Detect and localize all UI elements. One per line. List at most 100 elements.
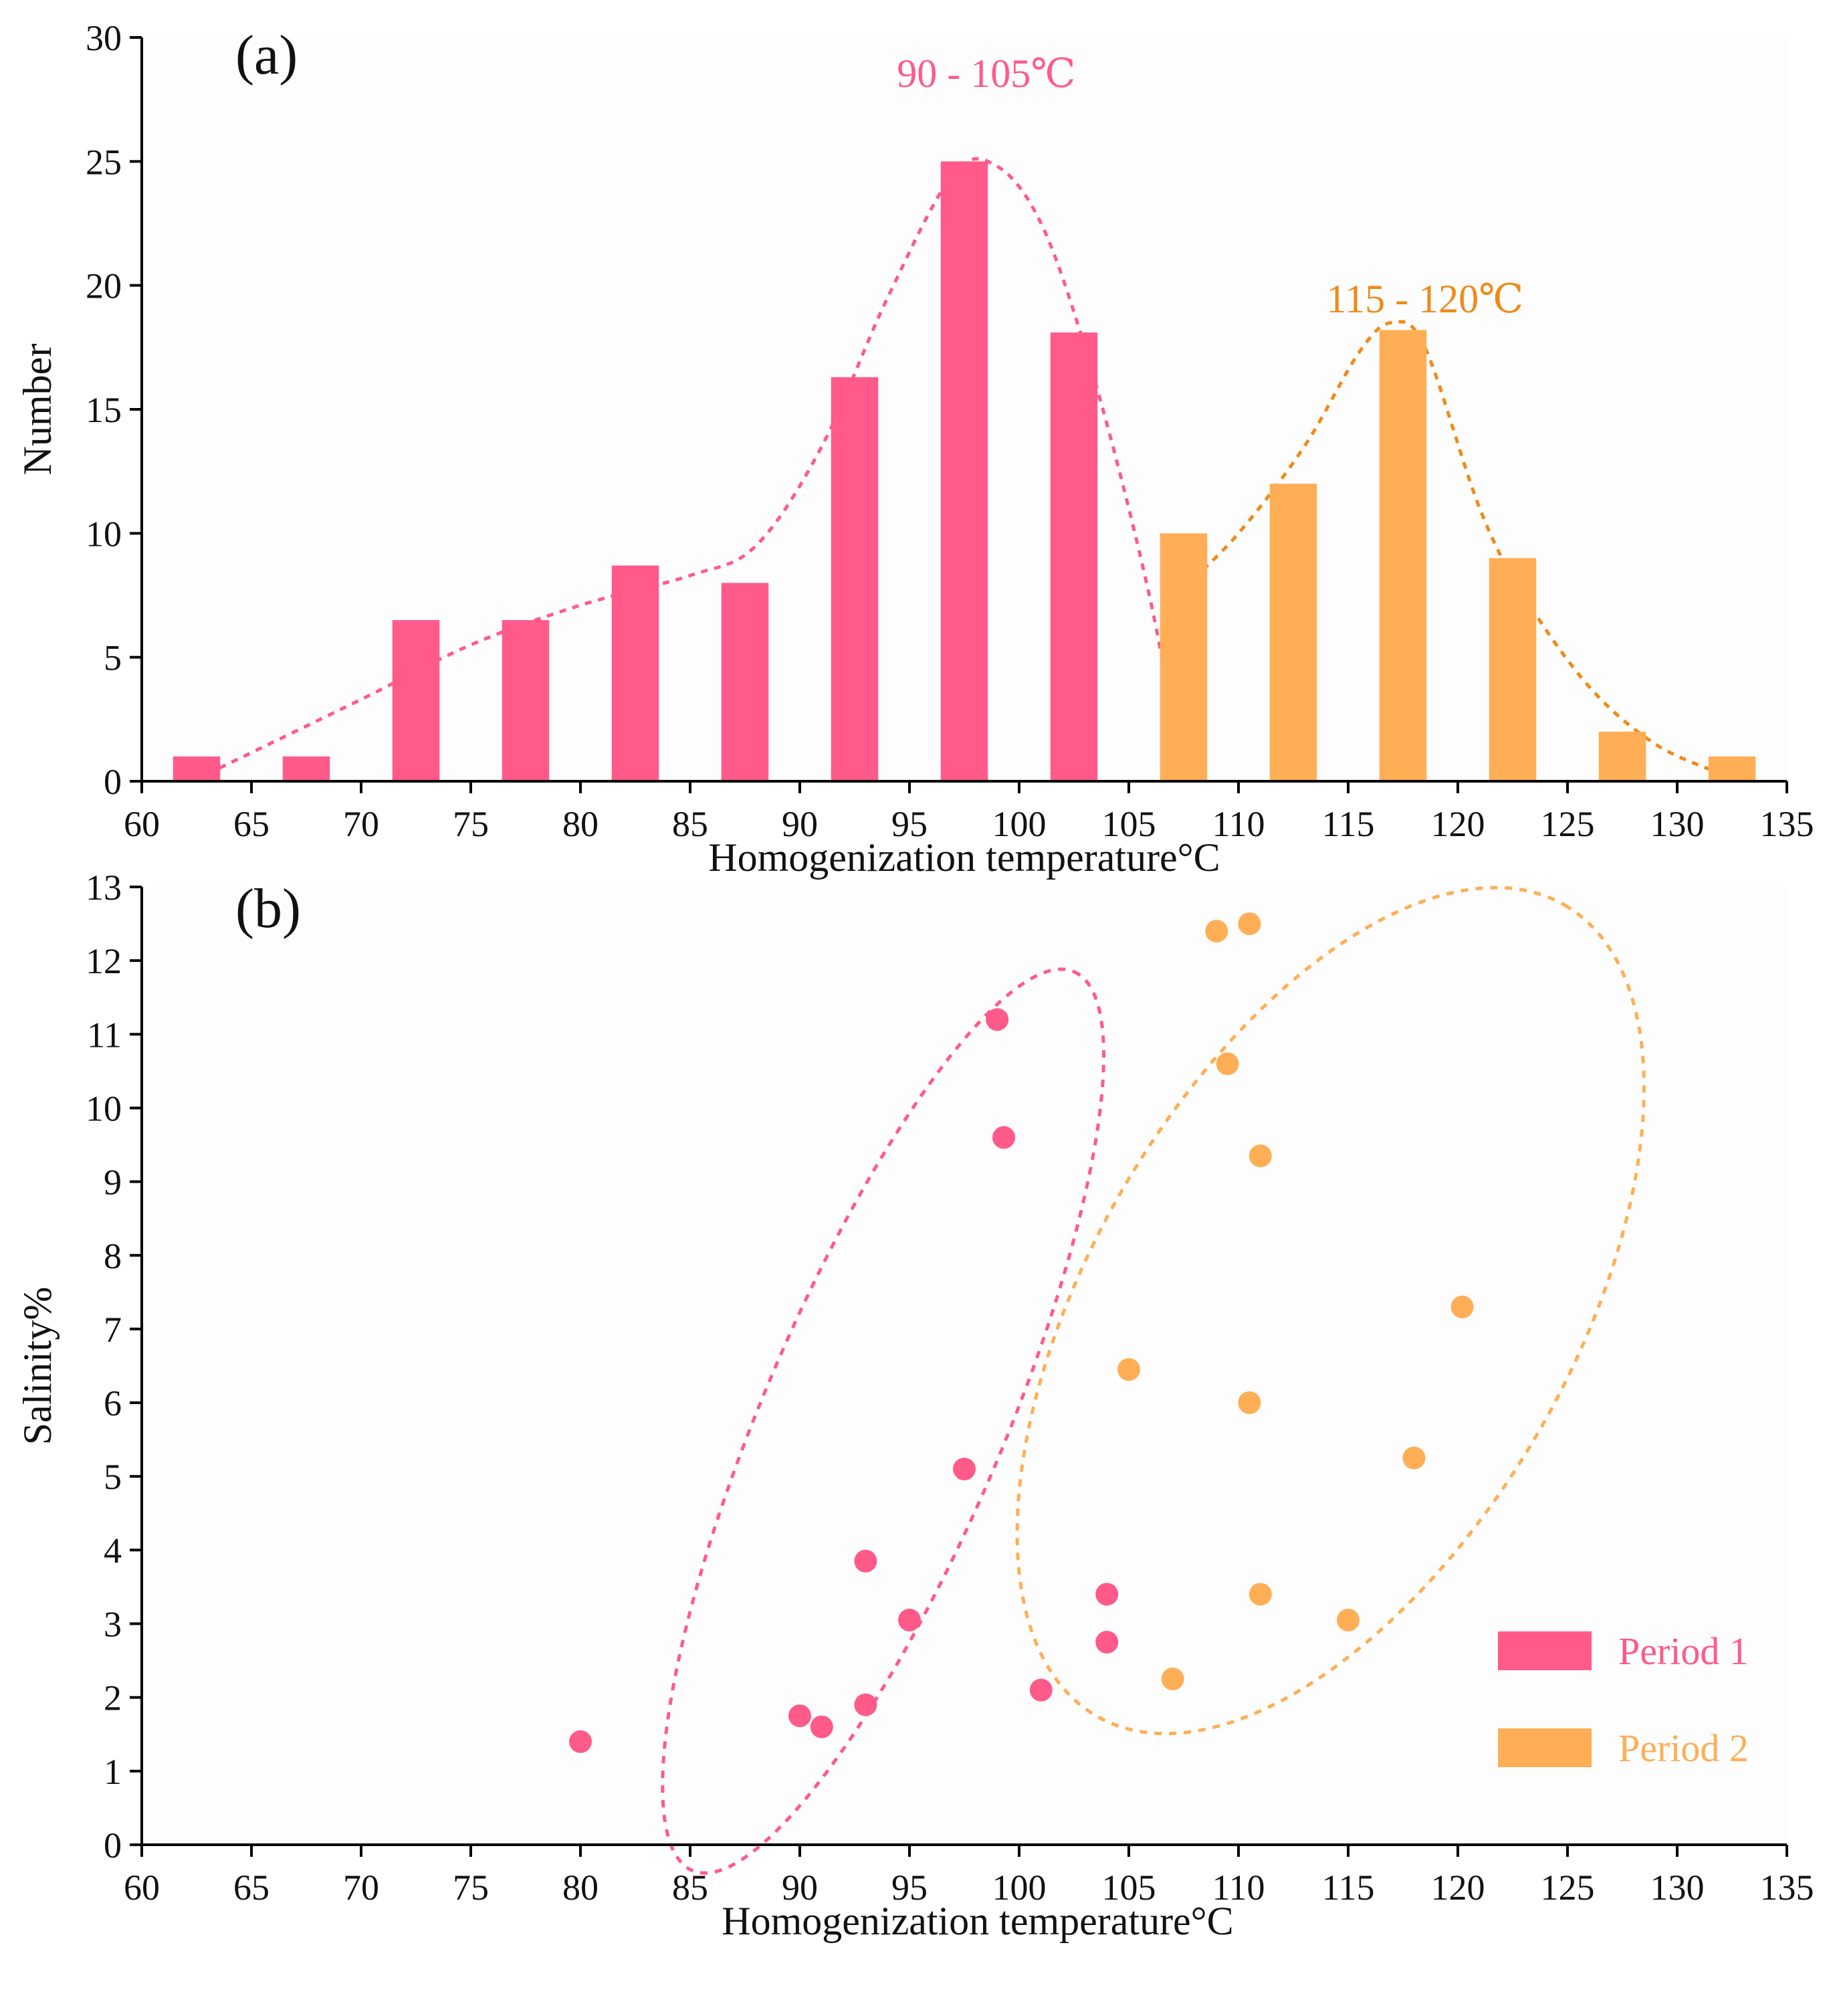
- scatter-x-tick-label: 120: [1431, 1868, 1485, 1908]
- scatter-y-tick-label: 8: [104, 1236, 122, 1276]
- point-period-1: [1095, 1583, 1119, 1606]
- point-period-2: [1161, 1668, 1184, 1691]
- bar-period-2: [1269, 484, 1317, 781]
- scatter-y-tick-label: 4: [104, 1530, 122, 1571]
- bar-period-1: [173, 756, 221, 781]
- bar-period-1: [392, 620, 440, 781]
- bar-period-1: [721, 583, 769, 781]
- peak-annotation-period-1: 90 - 105℃: [897, 52, 1075, 96]
- point-period-2: [1117, 1358, 1140, 1381]
- scatter-points: [569, 912, 1474, 1753]
- scatter-y-tick-label: 13: [86, 868, 122, 908]
- scatter-x-tick-label: 95: [891, 1868, 928, 1908]
- scatter-x-tick-label: 85: [672, 1868, 708, 1908]
- point-period-1: [810, 1715, 833, 1738]
- histogram-x-tick-label: 105: [1102, 804, 1156, 844]
- legend: Period 1 Period 2: [1498, 1629, 1749, 1770]
- scatter-x-tick-label: 115: [1322, 1868, 1375, 1908]
- histogram-y-tick-label: 15: [86, 390, 122, 430]
- histogram-x-tick-label: 65: [233, 804, 269, 844]
- scatter-x-tick-label: 105: [1102, 1868, 1156, 1908]
- cluster-ellipse-period-2: [1015, 886, 1646, 1736]
- point-period-2: [1238, 912, 1261, 936]
- scatter-x-tick-label: 75: [453, 1868, 489, 1908]
- point-period-1: [1029, 1678, 1053, 1702]
- scatter-y-tick-label: 12: [86, 941, 122, 981]
- scatter-y-tick-label: 7: [104, 1310, 122, 1350]
- point-period-1: [898, 1609, 921, 1632]
- scatter-x-tick-label: 65: [233, 1868, 269, 1908]
- bar-period-1: [831, 377, 879, 781]
- histogram-y-tick-label: 20: [86, 266, 122, 306]
- scatter-x-tick-label: 125: [1541, 1868, 1595, 1908]
- scatter-y-tick-label: 5: [104, 1457, 122, 1497]
- point-period-1: [1095, 1631, 1119, 1654]
- scatter-x-tick-label: 80: [562, 1868, 599, 1908]
- histogram-panel: 60 65 70 75 80 85 90 95 100 105 110 115 120 125 130 135…: [15, 18, 1814, 880]
- scatter-axes: [140, 887, 1787, 1846]
- histogram-x-tick-label: 135: [1760, 804, 1814, 844]
- scatter-y-tick-label: 3: [104, 1605, 122, 1645]
- histogram-x-tick-label: 125: [1541, 804, 1595, 844]
- histogram-x-tick-label: 90: [782, 804, 818, 844]
- bar-period-2: [1379, 330, 1427, 781]
- legend-swatch-period-1: [1498, 1631, 1592, 1670]
- point-period-2: [1205, 920, 1228, 943]
- point-period-1: [953, 1457, 976, 1481]
- histogram-x-tick-label: 130: [1650, 804, 1705, 844]
- point-period-1: [854, 1693, 877, 1716]
- scatter-x-tick-label: 130: [1650, 1868, 1705, 1908]
- scatter-panel: 60 65 70 75 80 85 90 95 100 105 110 115 120 125 130 135…: [15, 868, 1814, 1943]
- panel-label-b: (b): [235, 878, 301, 940]
- histogram-x-tick-label: 80: [562, 804, 599, 844]
- bar-period-2: [1598, 731, 1646, 781]
- scatter-x-ticks: 60 65 70 75 80 85 90 95 100 105 110 115 120 125 130 135: [124, 1845, 1814, 1908]
- scatter-y-axis-title: Salinity%: [15, 1287, 60, 1445]
- scatter-x-tick-label: 60: [124, 1868, 160, 1908]
- histogram-x-tick-label: 75: [453, 804, 489, 844]
- histogram-x-tick-label: 120: [1431, 804, 1485, 844]
- histogram-x-tick-label: 70: [343, 804, 379, 844]
- bar-period-1: [1050, 332, 1098, 781]
- scatter-y-tick-label: 11: [87, 1015, 122, 1055]
- point-period-2: [1249, 1583, 1272, 1606]
- histogram-y-tick-label: 25: [86, 142, 122, 182]
- scatter-x-axis-title: Homogenization temperature°C: [722, 1899, 1233, 1943]
- bar-period-1: [282, 756, 330, 781]
- bar-period-2: [1160, 533, 1208, 781]
- histogram-x-tick-label: 85: [672, 804, 708, 844]
- histogram-bars: [173, 161, 1756, 782]
- histogram-y-tick-label: 5: [104, 638, 122, 678]
- legend-label-period-2: Period 2: [1618, 1726, 1749, 1770]
- scatter-x-tick-label: 100: [992, 1868, 1047, 1908]
- histogram-trend-curves: [207, 157, 1722, 782]
- scatter-y-tick-label: 6: [104, 1383, 122, 1423]
- point-period-2: [1216, 1052, 1239, 1076]
- bar-period-1: [611, 565, 659, 781]
- histogram-x-axis-title: Homogenization temperature°C: [708, 835, 1220, 880]
- histogram-x-tick-label: 100: [992, 804, 1047, 844]
- scatter-y-tick-label: 0: [104, 1825, 122, 1866]
- point-period-1: [986, 1008, 1009, 1031]
- point-period-2: [1249, 1144, 1272, 1168]
- scatter-y-tick-label: 9: [104, 1163, 122, 1203]
- point-period-1: [992, 1126, 1016, 1149]
- scatter-x-tick-label: 110: [1212, 1868, 1265, 1908]
- bar-period-2: [1708, 756, 1756, 781]
- point-period-1: [788, 1704, 811, 1728]
- histogram-x-tick-label: 110: [1212, 804, 1265, 844]
- point-period-2: [1402, 1446, 1426, 1470]
- legend-label-period-1: Period 1: [1618, 1629, 1749, 1673]
- trend-curve-period-1: [207, 157, 1179, 782]
- histogram-y-tick-label: 10: [86, 514, 122, 554]
- histogram-y-tick-label: 0: [104, 762, 122, 802]
- bar-period-1: [502, 620, 550, 781]
- histogram-x-tick-label: 95: [891, 804, 928, 844]
- point-period-1: [854, 1549, 877, 1573]
- bar-period-2: [1489, 558, 1537, 781]
- histogram-y-ticks: 0 5 10 15 20 25 30: [86, 18, 142, 802]
- point-period-2: [1238, 1391, 1261, 1415]
- panel-label-a: (a): [235, 24, 298, 86]
- bar-period-1: [940, 161, 988, 782]
- histogram-x-tick-label: 115: [1322, 804, 1375, 844]
